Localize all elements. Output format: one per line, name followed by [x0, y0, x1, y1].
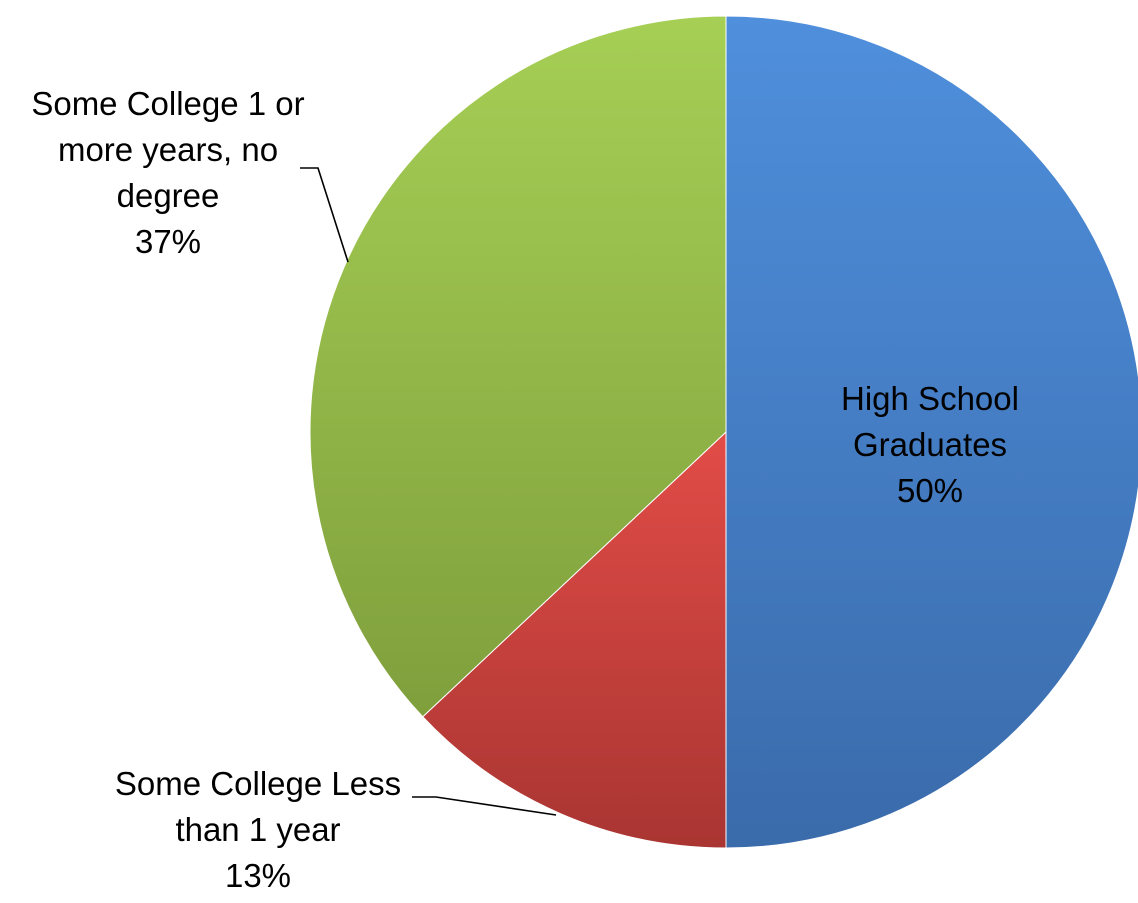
slice-value-label: 13% — [225, 857, 291, 894]
slice-label-1: High School Graduates 50% — [841, 380, 1019, 509]
pie-slice-1 — [725, 15, 1138, 849]
slice-value-label: 50% — [897, 472, 963, 509]
slice-label-3: Some College 1 or more years, no degree 37% — [31, 85, 304, 260]
slice-label-2: Some College Less than 1 year 13% — [115, 765, 401, 894]
slice-name-line: Some College Less — [115, 765, 401, 802]
slice-name-line: degree — [117, 177, 220, 214]
slice-name-line: Graduates — [853, 426, 1007, 463]
pie-slice-2 — [422, 430, 727, 849]
pie-slices — [309, 15, 1138, 849]
pie-slice-3 — [309, 15, 727, 718]
leader-lines — [300, 167, 557, 816]
slice-labels: High School Graduates 50% Some College Less… — [31, 85, 1019, 894]
slice-name-line: High School — [841, 380, 1019, 417]
leader-line-3 — [300, 167, 349, 263]
slice-name-line: more years, no — [58, 131, 278, 168]
slice-name-line: Some College 1 or — [31, 85, 304, 122]
slice-name-line: than 1 year — [175, 811, 340, 848]
leader-line-2 — [412, 796, 557, 816]
slice-value-label: 37% — [135, 223, 201, 260]
